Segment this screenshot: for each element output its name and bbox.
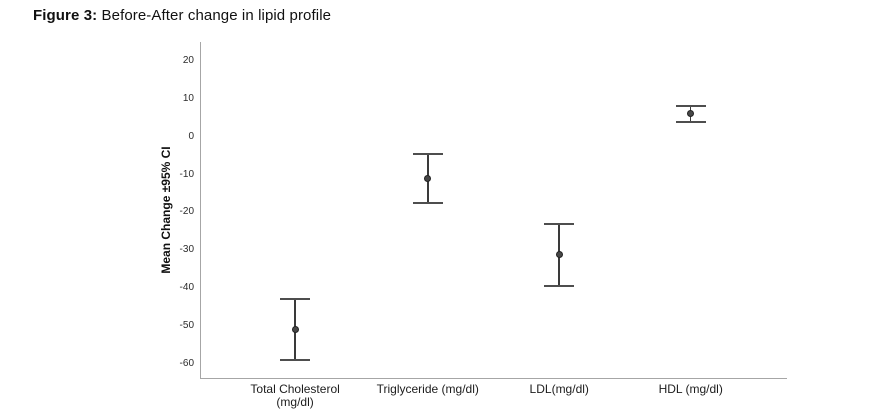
errorbar-cap-lower xyxy=(280,359,311,362)
errorbar-cap-upper xyxy=(280,298,311,301)
mean-marker xyxy=(687,110,695,118)
y-tick-label: -40 xyxy=(179,282,194,294)
y-tick-label: 20 xyxy=(182,54,194,66)
y-tick-label: -60 xyxy=(179,357,194,369)
x-category-label: LDL(mg/dl) xyxy=(530,383,589,396)
y-tick-label: -30 xyxy=(179,244,194,256)
errorbar-cap-upper xyxy=(544,222,575,225)
figure-title-prefix: Figure 3: xyxy=(33,7,98,24)
errorbar-cap-lower xyxy=(412,201,443,204)
mean-marker xyxy=(424,174,432,182)
x-category-label-line: Triglyceride (mg/dl) xyxy=(376,382,479,396)
x-category-label-line: Total Cholesterol xyxy=(250,382,340,396)
y-tick-label: -50 xyxy=(179,319,194,331)
x-category-label: Total Cholesterol (mg/dl) xyxy=(250,383,339,409)
mean-marker xyxy=(291,326,299,334)
y-tick-label: 10 xyxy=(182,92,194,104)
x-category-label: HDL (mg/dl) xyxy=(659,383,723,396)
y-tick-label: -10 xyxy=(179,168,194,180)
mean-marker xyxy=(555,250,563,258)
figure-title-text: Before-After change in lipid profile xyxy=(97,7,332,24)
errorbar-cap-upper xyxy=(675,105,706,108)
errorbar-cap-lower xyxy=(675,120,706,123)
x-category-label-line: LDL(mg/dl) xyxy=(529,382,589,396)
x-category-label-line: HDL (mg/dl) xyxy=(658,382,723,396)
y-tick-label: 0 xyxy=(188,130,194,142)
errorbar-cap-lower xyxy=(544,285,575,288)
x-category-label: Triglyceride (mg/dl) xyxy=(377,383,479,396)
errorbar-cap-upper xyxy=(412,152,443,155)
figure-title: Figure 3: Before-After change in lipid p… xyxy=(33,7,331,24)
plot-area xyxy=(200,42,787,379)
x-category-label-line: (mg/dl) xyxy=(276,395,314,409)
y-tick-label: -20 xyxy=(179,206,194,218)
